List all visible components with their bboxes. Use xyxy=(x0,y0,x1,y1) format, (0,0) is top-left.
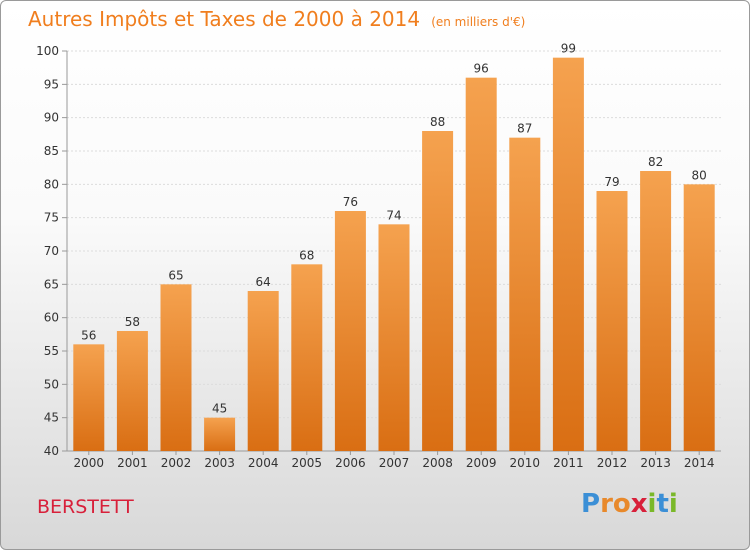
chart-unit: (en milliers d'€) xyxy=(431,15,526,29)
x-tick-label: 2010 xyxy=(510,456,541,470)
bar-value-label: 80 xyxy=(692,168,707,182)
bar-value-label: 64 xyxy=(256,275,271,289)
chart-title-row: Autres Impôts et Taxes de 2000 à 2014 (e… xyxy=(28,7,525,31)
y-tick-label: 80 xyxy=(44,177,59,191)
y-tick-label: 90 xyxy=(44,111,59,125)
chart-title: Autres Impôts et Taxes de 2000 à 2014 xyxy=(28,7,421,31)
x-tick-label: 2011 xyxy=(553,456,584,470)
bar xyxy=(552,57,584,452)
logo-letter: P xyxy=(581,489,601,519)
x-tick-label: 2003 xyxy=(204,456,235,470)
y-tick-label: 55 xyxy=(44,344,59,358)
bar xyxy=(378,224,410,451)
bar-value-label: 56 xyxy=(81,328,96,342)
commune-name: BERSTETT xyxy=(37,496,134,518)
y-tick-label: 65 xyxy=(44,277,59,291)
y-tick-label: 100 xyxy=(36,44,59,58)
x-tick-label: 2006 xyxy=(335,456,366,470)
logo-letter: i xyxy=(668,489,678,519)
x-tick-label: 2009 xyxy=(466,456,497,470)
bar xyxy=(465,77,497,452)
logo-letter: i xyxy=(647,489,657,519)
bar-value-label: 58 xyxy=(125,315,140,329)
bar-value-label: 65 xyxy=(168,268,183,282)
x-tick-label: 2002 xyxy=(161,456,192,470)
y-tick-label: 50 xyxy=(44,377,59,391)
x-tick-label: 2014 xyxy=(684,456,715,470)
x-tick-label: 2007 xyxy=(379,456,410,470)
y-tick-label: 45 xyxy=(44,411,59,425)
bar xyxy=(247,291,279,451)
logo-letter: r xyxy=(600,489,613,519)
bar-value-label: 87 xyxy=(517,122,532,136)
bar xyxy=(116,331,148,451)
logo-letter: x xyxy=(630,489,648,519)
logo-letter: o xyxy=(612,489,631,519)
bar xyxy=(596,191,628,451)
y-tick-label: 70 xyxy=(44,244,59,258)
x-tick-label: 2013 xyxy=(640,456,671,470)
bar xyxy=(509,137,541,451)
bar xyxy=(204,417,236,451)
y-tick-label: 60 xyxy=(44,311,59,325)
y-tick-label: 40 xyxy=(44,444,59,458)
x-tick-label: 2012 xyxy=(597,456,628,470)
bar-value-label: 79 xyxy=(604,175,619,189)
y-tick-label: 75 xyxy=(44,211,59,225)
logo-letter: t xyxy=(656,489,669,519)
x-tick-label: 2001 xyxy=(117,456,148,470)
bar-value-label: 76 xyxy=(343,195,358,209)
bar-value-label: 45 xyxy=(212,402,227,416)
y-tick-label: 85 xyxy=(44,144,59,158)
bar xyxy=(73,344,105,451)
x-tick-label: 2008 xyxy=(422,456,453,470)
y-tick-label: 95 xyxy=(44,77,59,91)
bar-value-label: 74 xyxy=(386,208,401,222)
bar-value-label: 88 xyxy=(430,115,445,129)
bar xyxy=(422,131,454,451)
bar-value-label: 96 xyxy=(474,62,489,76)
bar-value-label: 99 xyxy=(561,42,576,56)
bar xyxy=(334,211,366,451)
bar xyxy=(683,184,715,452)
proxiti-logo: Proxiti xyxy=(581,489,678,519)
bar xyxy=(160,284,192,451)
bar-value-label: 68 xyxy=(299,248,314,262)
bar-value-label: 82 xyxy=(648,155,663,169)
x-tick-label: 2005 xyxy=(292,456,323,470)
bar xyxy=(291,264,323,451)
x-tick-label: 2004 xyxy=(248,456,279,470)
bar xyxy=(640,171,672,451)
x-tick-label: 2000 xyxy=(74,456,105,470)
